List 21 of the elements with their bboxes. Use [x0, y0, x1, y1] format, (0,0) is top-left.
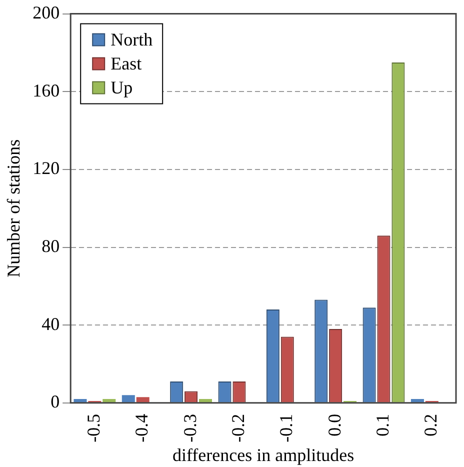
y-tick-label: 200	[32, 2, 60, 23]
legend-label: East	[110, 54, 142, 74]
x-tick-label: 0.1	[372, 414, 392, 436]
y-tick-label: 160	[32, 80, 60, 100]
x-tick-label: -0.1	[276, 414, 296, 442]
x-tick-label: 0.0	[324, 414, 344, 436]
bar	[122, 395, 135, 402]
y-tick-label: 80	[42, 236, 60, 256]
legend-label: Up	[110, 78, 133, 98]
y-tick-label: 40	[42, 314, 60, 334]
x-tick-label: 0.2	[420, 414, 441, 436]
x-tick-label: -0.5	[83, 414, 104, 442]
y-axis-title: Number of stations	[4, 139, 24, 278]
x-tick-label: -0.2	[228, 414, 248, 442]
bar	[136, 397, 150, 402]
x-tick-label: -0.4	[132, 414, 152, 442]
y-tick-label: 0	[50, 392, 60, 412]
x-axis-title: differences in amplitudes	[172, 444, 354, 465]
x-tick-label: -0.3	[180, 414, 200, 442]
y-tick-label: 120	[32, 158, 60, 178]
legend-label: North	[110, 30, 153, 50]
